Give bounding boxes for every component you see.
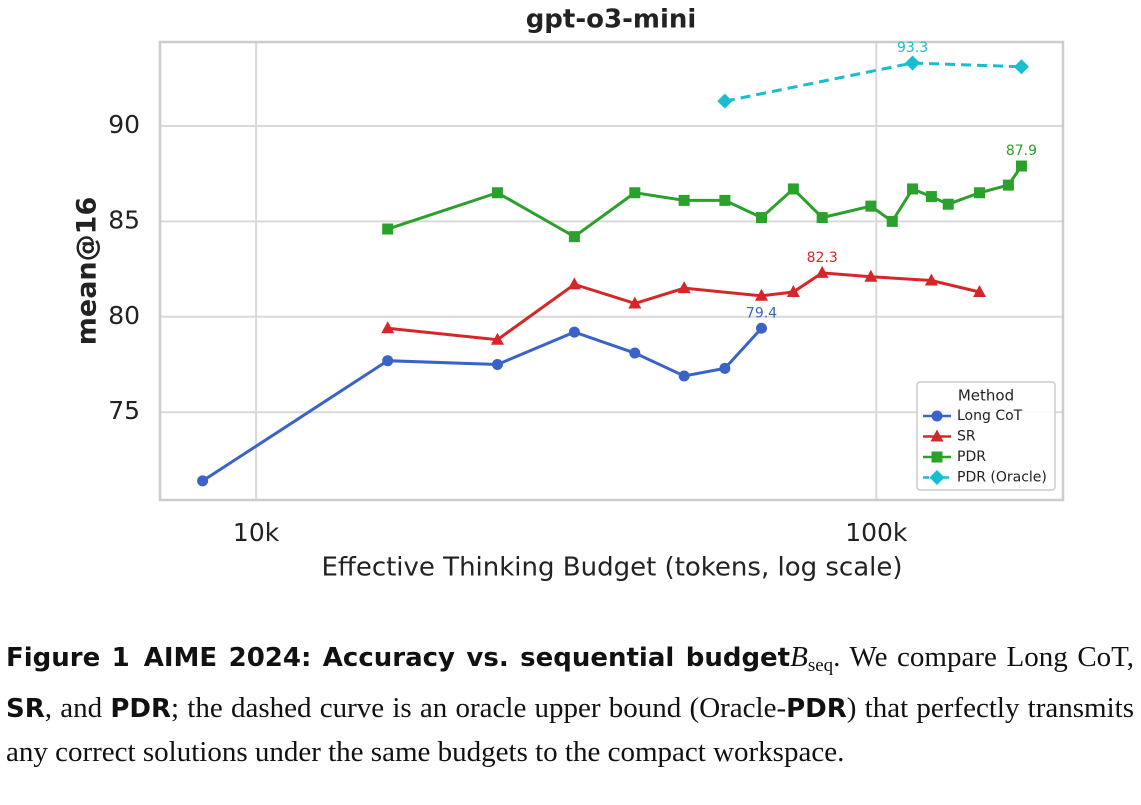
caption-sans-bold: AIME 2024: Accuracy vs. sequential budge… (143, 643, 791, 673)
marker (756, 212, 767, 224)
marker (787, 183, 799, 195)
legend-label: Long CoT (957, 408, 1023, 424)
y-tick-label: 80 (108, 301, 140, 330)
legend-title: Method (958, 387, 1014, 405)
marker (942, 198, 954, 210)
marker (491, 187, 503, 199)
caption-math: B (790, 641, 808, 673)
legend: Method Long CoT SR PDR PDR (Oracle) (916, 381, 1056, 491)
y-tick-label: 90 (108, 110, 140, 139)
data-label: 79.4 (746, 305, 777, 321)
marker (931, 410, 943, 422)
marker (568, 231, 580, 243)
caption-serif: , and (44, 692, 111, 724)
caption: Figure 1 AIME 2024: Accuracy vs. sequenti… (6, 636, 1134, 774)
marker (756, 322, 767, 334)
caption-sans-bold: PDR (786, 694, 847, 724)
marker (381, 321, 395, 334)
marker (973, 284, 987, 297)
marker (907, 183, 919, 195)
marker (491, 359, 503, 371)
series-line (201, 327, 763, 483)
plot-frame (158, 40, 1065, 502)
caption-sub: seq (807, 655, 834, 676)
chart-title: gpt-o3-mini (526, 5, 697, 35)
data-label: 82.3 (807, 250, 838, 266)
caption-sans-bold: Figure 1 (6, 643, 130, 673)
marker (786, 284, 800, 297)
data-label: 93.3 (897, 40, 928, 56)
grid (160, 42, 1063, 500)
marker (717, 93, 733, 109)
marker (755, 288, 768, 301)
marker (490, 332, 504, 345)
y-tick-label: 85 (108, 205, 140, 234)
marker (864, 269, 878, 282)
marker (568, 326, 580, 338)
marker (382, 355, 394, 367)
marker (629, 347, 641, 359)
data-label: 87.9 (1006, 143, 1037, 159)
x-tick-label: 10k (233, 518, 280, 547)
marker (974, 187, 986, 199)
marker (930, 429, 944, 442)
marker (1002, 179, 1014, 191)
marker (931, 451, 943, 463)
x-axis-label: Effective Thinking Budget (tokens, log s… (321, 553, 902, 583)
marker (719, 362, 731, 374)
marker (567, 277, 581, 290)
marker (628, 296, 642, 309)
caption-sans-bold: SR (6, 694, 45, 724)
marker (815, 265, 829, 278)
legend-label: SR (957, 429, 976, 445)
x-tick-label: 100k (845, 518, 908, 547)
marker (905, 55, 921, 71)
marker (678, 370, 690, 382)
legend-label: PDR (Oracle) (957, 470, 1047, 486)
caption-sans-bold: PDR (110, 694, 171, 724)
marker (382, 223, 394, 235)
marker (816, 212, 828, 224)
caption-serif: . We compare Long CoT, (833, 641, 1134, 673)
caption-serif: ; the dashed curve is an oracle upper bo… (171, 692, 787, 724)
marker (886, 215, 898, 227)
marker (865, 200, 877, 212)
marker (629, 187, 641, 199)
marker (925, 191, 937, 203)
y-tick-label: 75 (108, 396, 140, 425)
legend-label: PDR (957, 449, 986, 465)
marker (677, 281, 691, 294)
caption-serif: ) that perfectly transmits any correct s… (6, 692, 1134, 768)
marker (197, 475, 209, 487)
marker (1015, 160, 1027, 172)
series-line (724, 61, 1022, 103)
marker (924, 273, 938, 286)
marker (678, 194, 690, 206)
legend-box (916, 381, 1056, 491)
marker (1013, 59, 1029, 75)
marker (929, 470, 945, 485)
marker (719, 194, 731, 206)
chart: gpt-o3-mini Effective Thinking Budget (t… (72, 5, 1065, 583)
y-axis-label: mean@16 (72, 197, 103, 345)
